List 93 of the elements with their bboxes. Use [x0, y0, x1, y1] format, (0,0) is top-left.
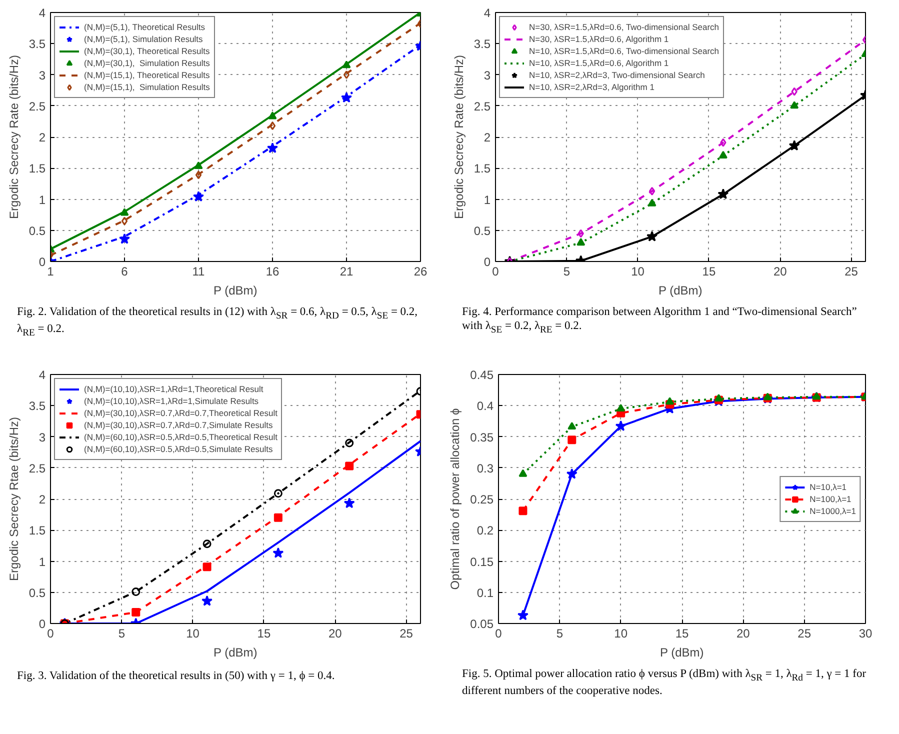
legend-label: (N,M)=(60,10),λSR=0.5,λRd=0.5,Simulate Results	[84, 443, 273, 455]
x-tick-label: 25	[844, 264, 858, 278]
caption: Fig. 4. Performance comparison between Algorithm 1 and “Two-dimensional Search” with λ$_{SE}$ = 0.2, λ$_{RE}$ = 0.2.	[462, 305, 858, 337]
y-axis-title: Ergodic Secrecy Rate (bits/Hz)	[6, 54, 21, 220]
x-tick-label: 1	[47, 264, 54, 278]
x-tick-label: 10	[614, 626, 628, 640]
x-tick-label: 25	[400, 626, 414, 640]
x-tick-label: 15	[675, 626, 689, 640]
y-tick-label: 0.05	[470, 617, 494, 631]
x-tick-label: 15	[702, 264, 716, 278]
legend-label: (N,M)=(30,10),λSR=0.7,λRd=0.7,Simulate Results	[84, 419, 273, 431]
y-axis-title: Optimal ratio of power allocation ϕ	[448, 408, 462, 590]
y-axis-title: Ergodic Secrecy Rtae (bits/Hz)	[6, 416, 21, 582]
x-tick-label: 30	[858, 626, 872, 640]
y-tick-label: 0.5	[28, 224, 46, 238]
x-tick-label: 16	[266, 264, 280, 278]
x-tick-label: 26	[414, 264, 428, 278]
y-tick-label: 1.5	[28, 162, 46, 176]
x-tick-label: 21	[340, 264, 354, 278]
y-tick-label: 2.5	[28, 461, 46, 476]
legend-label: N=10,λ=1	[810, 480, 847, 492]
legend-label: (N,M)=(10,10),λSR=1,λRd=1,Simulate Results	[84, 395, 259, 407]
x-tick-label: 15	[257, 626, 271, 640]
caption: Fig. 3. Validation of the theoretical results in (50) with γ = 1, ϕ = 0.4.	[17, 669, 335, 684]
y-tick-label: 3.5	[474, 37, 491, 52]
y-tick-label: 4	[38, 6, 46, 20]
y-tick-label: 0.15	[470, 554, 494, 569]
y-axis-title: Ergodic Secrecy Rate (bits/Hz)	[452, 54, 466, 220]
y-tick-label: 2	[484, 130, 491, 144]
y-tick-label: 0.5	[474, 224, 491, 238]
y-tick-label: 0.25	[470, 492, 494, 506]
y-tick-label: 3	[38, 430, 46, 444]
legend-label: N=10, λSR=2,λRd=3, Algorithm 1	[529, 81, 654, 93]
y-tick-label: 1	[38, 554, 46, 569]
x-tick-label: 5	[556, 626, 564, 640]
legend-label: N=10, λSR=2,λRd=3, Two-dimensional Search	[529, 69, 705, 81]
x-tick-label: 5	[563, 264, 570, 278]
y-tick-label: 2.5	[28, 99, 46, 114]
text: Fig. 2. Validation of the theoretical results in (12) with λ$_{SR}$ = 0.6, λ$_{RD}$ = 0.5, λ$_{SE}$ = 0.2, λ$_{RE}$ = 0.2.	[17, 306, 418, 339]
legend-label: N=30, λSR=1.5,λRd=0.6, Two-dimensional Search	[529, 21, 720, 33]
legend-label: (N,M)=(5,1), Theoretical Results	[84, 21, 206, 33]
y-tick-label: 3	[484, 68, 491, 82]
y-tick-label: 1	[38, 192, 46, 207]
x-tick-label: 0	[47, 626, 54, 640]
y-tick-label: 0.35	[470, 430, 494, 444]
x-axis-title: P (dBm)	[660, 646, 704, 660]
x-tick-label: 11	[192, 264, 206, 278]
x-tick-label: 10	[631, 264, 645, 278]
x-axis-title: P (dBm)	[214, 284, 258, 298]
y-tick-label: 1.5	[474, 162, 491, 176]
y-tick-label: 0.1	[476, 586, 494, 600]
x-axis-title: P (dBm)	[214, 646, 258, 660]
legend-label: (N,M)=(5,1), Simulation Results	[84, 33, 203, 45]
legend-label: (N,M)=(30,1), Theoretical Results	[84, 45, 210, 57]
y-tick-label: 0.3	[476, 461, 494, 476]
x-tick-label: 0	[495, 626, 502, 640]
y-tick-label: 1.5	[28, 524, 46, 538]
x-tick-label: 20	[773, 264, 788, 278]
y-tick-label: 3.5	[28, 399, 46, 414]
y-tick-label: 2	[38, 492, 46, 506]
x-tick-label: 5	[118, 626, 126, 640]
legend-label: N=100,λ=1	[810, 492, 852, 504]
legend-label: (N,M)=(60,10),λSR=0.5,λRd=0.5,Theoretical Result	[84, 431, 278, 443]
y-tick-label: 0.5	[28, 586, 46, 600]
legend-label: (N,M)=(15,1), Simulation Results	[84, 81, 210, 93]
legend-label: N=10, λSR=1.5,λRd=0.6, Two-dimensional Search	[529, 45, 720, 57]
x-tick-label: 6	[121, 264, 128, 278]
legend-label: N=10, λSR=1.5,λRd=0.6, Algorithm 1	[529, 57, 669, 69]
legend-label: (N,M)=(30,10),λSR=0.7,λRd=0.7,Theoretical Result	[84, 407, 278, 419]
y-tick-label: 2	[38, 130, 46, 144]
x-tick-label: 20	[736, 626, 750, 640]
y-tick-label: 0.45	[470, 368, 494, 382]
legend-label: (N,M)=(30,1), Simulation Results	[84, 57, 210, 69]
x-axis-title: P (dBm)	[658, 284, 702, 298]
y-tick-label: 3.5	[28, 37, 46, 52]
y-tick-label: 0	[38, 617, 46, 631]
y-tick-label: 3	[38, 68, 46, 82]
x-tick-label: 10	[186, 626, 200, 640]
y-tick-label: 0.2	[476, 524, 494, 538]
legend-label: N=1000,λ=1	[810, 504, 856, 516]
legend-label: N=30, λSR=1.5,λRd=0.6, Algorithm 1	[529, 33, 669, 45]
y-tick-label: 2.5	[474, 99, 491, 114]
legend-label: (N,M)=(10,10),λSR=1,λRd=1,Theoretical Result	[84, 383, 264, 395]
y-tick-label: 0	[484, 255, 491, 269]
y-tick-label: 0	[38, 255, 46, 269]
y-tick-label: 0.4	[476, 399, 494, 414]
x-tick-label: 25	[798, 626, 812, 640]
legend-label: (N,M)=(15,1), Theoretical Results	[84, 69, 210, 81]
x-tick-label: 20	[328, 626, 342, 640]
y-tick-label: 1	[484, 192, 491, 207]
y-tick-label: 4	[38, 368, 46, 382]
y-tick-label: 4	[484, 6, 491, 20]
text: Fig. 5. Optimal power allocation ratio ϕ versus P (dBm) with λ$_{SR}$ = 1, λ$_{Rd}$ = 1, γ = 1 for different numbers of the cooperative nodes.	[462, 668, 866, 698]
